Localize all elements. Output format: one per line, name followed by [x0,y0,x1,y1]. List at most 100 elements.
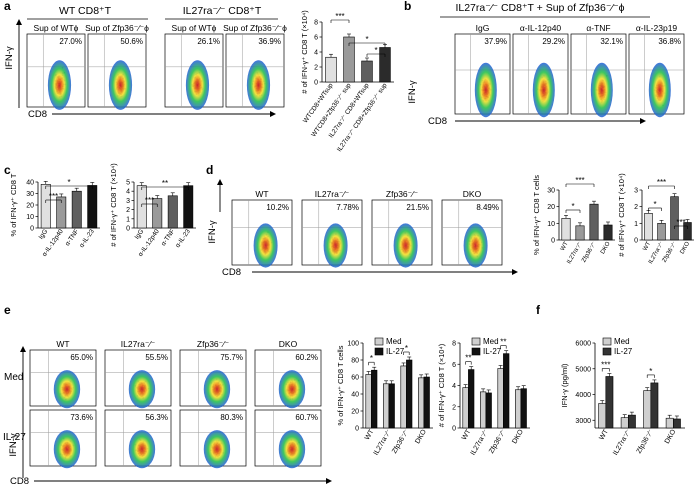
panel-b-flow-plot-4-percent: 36.8% [658,37,681,46]
panel-e-flow-plot-r2-c3: 80.3% [179,409,247,469]
bar-f-xlabel-4: DKO [664,428,678,445]
panel-letter-a: a [4,0,11,13]
bar-e2-bar-3-2 [503,353,510,429]
panel-letter-c: c [4,163,11,177]
bar-a-ylabel: # of IFN-γ⁺ CD8 T (×10⁴) [300,10,309,94]
panel-a-flow-plot-1-percent: 27.0% [59,37,82,46]
bar-e1-bar-4-1 [417,377,425,429]
panel-f-bar-chart: 3000 4000 5000 6000 IFN-γ (pg/ml) WT IL27ra⁻⁄⁻… [560,337,685,457]
panel-e-flow-plot-r1-c2-percent: 55.5% [145,353,168,362]
bar-c1-ytick-label-0: 0 [30,226,34,233]
bar-e1-legend-label-1: Med [386,337,402,346]
panel-a-title-2: IL27ra⁻⁄⁻ CD8⁺T [183,5,262,17]
panel-a-ifng-arrow [16,19,22,108]
bar-d2-ytick-label-1: 1 [634,221,638,228]
bar-a-sig-1: *** [335,12,344,21]
bar-c1-bar-1 [40,184,51,229]
bar-a-sig-3: * [374,46,377,55]
bar-d1-xlabel-1: WT [560,241,570,252]
panel-d-flow-plot-3-density [393,223,418,268]
bar-d1-sig-1: *** [575,176,584,185]
panel-e-flow-plot-r1-c4-density [278,370,306,409]
panel-a-flow-plot-4-density [246,60,271,110]
bar-e1-bar-1-2 [371,369,378,429]
bar-e2-xlabel-3: Zfp36⁻⁄⁻ [488,428,507,455]
panel-e-flow-plot-r2-c4: 60.7% [254,409,322,469]
bar-a-bar-4 [379,47,391,83]
panel-a-flow-plot-4-header: Sup of Zfp36⁻⁄⁻ϕ [223,23,287,33]
bar-e1-bar-3-2 [406,359,413,429]
bar-c2-xlabel-4: α-IL-23 [174,228,192,249]
bar-f-bar-4-1 [665,417,674,429]
panel-e-flow-plot-r2-c1-percent: 73.6% [70,413,93,422]
bar-d2-ytick-label-3: 3 [634,188,638,195]
panel-a-flow-plot-2-density [108,60,133,110]
panel-b-flow-plots: IgG 37.9% α-IL-12p40 29.2% α-TNF 32.1% α-IL-23… [454,23,685,118]
bar-e2-legend-label-2: IL-27 [483,347,502,356]
panel-e-ifng-label: IFN-γ [8,433,19,456]
bar-c2-bar-3 [167,195,178,229]
bar-d1-bar-3 [589,203,599,241]
bar-e1-legend-swatch-2 [374,347,384,356]
panel-d-flow-plot-3: Zfp36⁻⁄⁻ 21.5% [371,189,433,268]
panel-d-flow-plot-2-header: IL27ra⁻⁄⁻ [315,189,350,199]
panel-b-flow-plot-3-density [590,62,613,118]
bar-d2-ytick-label-0: 0 [634,238,638,245]
bar-e1-legend-label-2: IL-27 [386,347,405,356]
bar-c1-bar-3 [71,190,82,229]
panel-e-flow-plot-r1-c4: DKO 60.2% [254,339,322,409]
panel-e-flow-plot-r2-c2-percent: 56.3% [145,413,168,422]
panel-b-flow-plot-2-header: α-IL-12p40 [520,23,562,33]
bar-f-bar-1-1 [598,403,607,429]
bar-e2-legend-swatch-2 [471,347,481,356]
bar-a-ytick-label-0: 0 [314,80,318,87]
bar-c2-bar-4 [183,185,194,229]
panel-a-flow-plot-2: Sup of Zfp36⁻⁄⁻ϕ 50.6% [85,23,149,110]
bar-e1-sig-2: * [405,344,408,353]
bar-c1-bar-4 [87,185,98,229]
bar-c1-ylabel: % of IFN-γ⁺ CD8 T [9,173,18,236]
bar-e1-ytick-label-3: 60 [351,375,359,382]
panel-e-flow-plot-r2-c2: 56.3% [104,409,172,469]
panel-b-flow-plot-1: IgG 37.9% [454,23,511,118]
bar-e1-xlabel-4: DKO [414,428,428,445]
panel-letter-b: b [404,0,412,13]
panel-b-flow-plot-1-header: IgG [476,23,490,33]
bar-e2-ytick-label-2: 4 [452,383,456,390]
panel-d-flow-plot-1-header: WT [255,189,268,199]
bar-c1-sig-1: * [67,178,70,187]
bar-e1-xlabel-2: IL27ra⁻⁄⁻ [373,428,393,456]
bar-d1-sig-2: * [571,202,574,211]
bar-e1-sig-1: * [370,354,373,363]
bar-e2-ytick-label-3: 6 [452,362,456,369]
bar-e2-bar-2-2 [485,392,492,429]
bar-f-ytick-label-2: 5000 [575,366,591,373]
panel-e-flow-plot-r1-c1-header: WT [56,339,69,349]
panel-e-cd8-arrow [34,478,332,484]
bar-f-ylabel: IFN-γ (pg/ml) [560,363,569,407]
bar-e1-xlabel-3: Zfp36⁻⁄⁻ [391,428,410,455]
bar-a-sig-2: * [365,35,368,44]
panel-a-flow-plot-4: Sup of Zfp36⁻⁄⁻ϕ 36.9% [223,23,287,110]
panel-d-flow-plot-2: IL27ra⁻⁄⁻ 7.78% [301,189,363,268]
bar-e1-ytick-label-5: 100 [347,341,359,348]
panel-letter-e: e [4,303,11,317]
panel-b-flow-plot-3: α-TNF 32.1% [570,23,627,118]
bar-f-bar-1-2 [605,376,614,429]
panel-b-title: IL27ra⁻⁄⁻ CD8⁺T + Sup of Zfp36⁻⁄⁻ϕ [455,2,624,14]
bar-f-sig-1: *** [601,360,610,369]
panel-a-flow-plot-3-percent: 26.1% [197,37,220,46]
panel-a-flow-plot-4-percent: 36.9% [258,37,281,46]
bar-e2-sig-2: ** [500,338,506,347]
panel-d-flow-plot-4-density [463,223,488,268]
bar-e2-bar-4-2 [520,388,527,429]
panel-d-flow-plot-3-percent: 21.5% [406,203,429,212]
panel-b-cd8-arrow [455,118,646,124]
panel-b-flow-plot-3-header: α-TNF [586,23,610,33]
bar-f-xlabel-1: WT [598,428,610,442]
panel-d-flow-plot-2-percent: 7.78% [336,203,359,212]
panel-d-flow-plot-1-density [253,223,278,268]
